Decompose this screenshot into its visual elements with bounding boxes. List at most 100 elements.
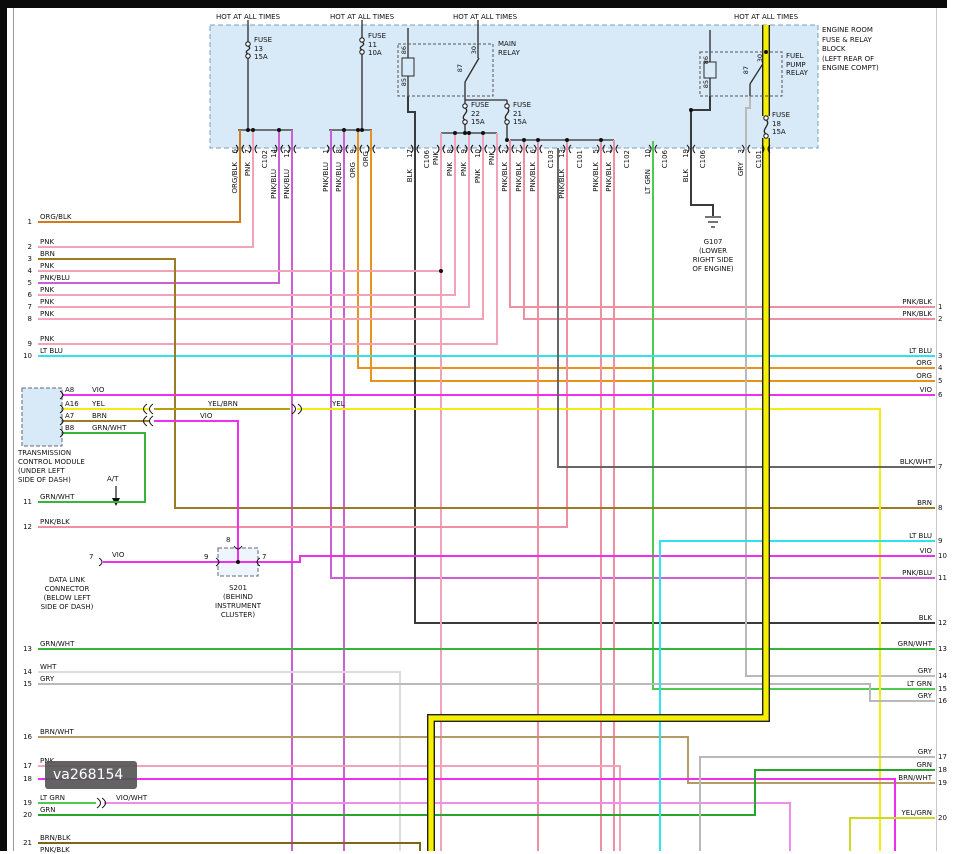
inline-connector-icon [256, 557, 261, 567]
relay-pin: 86 [400, 46, 408, 55]
dlc-pin: 7 [89, 553, 94, 561]
right-row-number: 5 [938, 377, 943, 385]
left-row-number: 6 [27, 291, 32, 299]
wire-pin: 7 [244, 149, 252, 154]
fuse-terminal-icon [504, 103, 510, 109]
tcm-wire-label: YEL [92, 400, 105, 408]
right-row-label: LT BLU [909, 532, 932, 540]
fuse-icon [763, 119, 769, 135]
main-relay-label: MAIN [498, 40, 517, 48]
right-row-label: LT BLU [909, 347, 932, 355]
junction-dot [505, 138, 509, 142]
connector-mark-icon [692, 144, 696, 154]
wire-color-label: LT GRN [644, 169, 652, 194]
connector-mark-icon [654, 144, 658, 154]
connector-mark-icon [615, 144, 619, 154]
g107-caption: (LOWER [698, 247, 728, 255]
s201-pin-right: 7 [262, 553, 267, 561]
wire [407, 96, 935, 624]
wire-color-label: ORG/BLK [231, 162, 239, 194]
wire [38, 130, 241, 223]
wire [297, 408, 881, 851]
connector-mark-icon [562, 144, 566, 154]
wire-color-label: ORG [349, 162, 357, 178]
tcm-caption: SIDE OF DASH) [18, 476, 71, 484]
wire-color-label: PNK/BLK [515, 162, 523, 192]
fuse-label: FUSE [368, 32, 387, 40]
right-row-number: 12 [938, 619, 947, 627]
connector-mark-icon [353, 144, 357, 154]
left-row-number: 1 [27, 218, 32, 226]
left-row-label: PNK [40, 262, 55, 270]
left-row-label: WHT [40, 663, 57, 671]
s201-caption: CLUSTER) [220, 611, 256, 619]
inline-label-yel: YEL [332, 400, 345, 408]
left-row-label: BRN [40, 250, 55, 258]
wire-color-label: PNK/BLU [335, 162, 343, 192]
left-row-number: 4 [27, 267, 32, 275]
connector-mark-icon [248, 144, 252, 154]
fuse-terminal-icon [763, 133, 769, 139]
connector-mark-icon [596, 144, 600, 154]
tcm-pin: B8 [65, 424, 75, 432]
wire [38, 671, 401, 851]
wire-color-label: BLK [682, 169, 690, 183]
fuse-terminal-icon [462, 119, 468, 125]
fuse-label: FUSE [513, 101, 532, 109]
junction-dot [439, 269, 443, 273]
right-row-label: PNK/BLK [902, 310, 932, 318]
fuse-terminal-icon [245, 41, 251, 47]
wire-pin: 9 [349, 149, 357, 154]
fuse-label: 15A [471, 118, 485, 126]
inline-label-vio-wht: VIO/WHT [116, 794, 148, 802]
pin-bracket-icon [59, 416, 64, 426]
junction-dot [246, 128, 250, 132]
hot-label: HOT AT ALL TIMES [733, 13, 799, 21]
connector-mark-icon [741, 144, 745, 154]
connector-label: C103 [547, 150, 555, 169]
wire [38, 683, 935, 702]
right-row-label: VIO [919, 547, 932, 555]
wire-pin: 10 [644, 149, 652, 158]
left-row-number: 8 [27, 315, 32, 323]
wire [523, 140, 935, 320]
block-note-line: (LEFT REAR OF [822, 54, 875, 63]
inline-label-yel-brn: YEL/BRN [208, 400, 238, 408]
relay-pin: 85 [400, 78, 408, 87]
s201-caption: (BEHIND [223, 593, 253, 601]
wire-pin: 7 [515, 149, 523, 154]
right-row-label: BLK/WHT [899, 458, 932, 466]
left-partial-label: PNK/BLK [40, 846, 70, 854]
junction-dot [360, 128, 364, 132]
connector-label: C102 [261, 150, 269, 169]
connector-mark-icon [484, 144, 488, 154]
tcm-wire-label: GRN/WHT [92, 424, 127, 432]
left-row-number: 12 [23, 523, 32, 531]
wire-color-label: BLK [406, 169, 414, 183]
connector-mark-icon [609, 144, 613, 154]
junction-dot [536, 138, 540, 142]
wire-color-label: GRY [737, 162, 745, 177]
connector-mark-icon [235, 144, 239, 154]
wire [849, 817, 935, 851]
left-row-label: BRN/WHT [40, 728, 74, 736]
wire [330, 130, 935, 579]
right-row-number: 9 [938, 537, 943, 545]
junction-dot [764, 50, 768, 54]
relay-pin: 85 [702, 80, 710, 89]
connector-mark-icon [456, 144, 460, 154]
right-row-number: 2 [938, 315, 943, 323]
left-row-label: LT BLU [40, 347, 63, 355]
left-row-label: GRY [40, 675, 55, 683]
fuse-terminal-icon [359, 49, 365, 55]
junction-dot [251, 128, 255, 132]
fuel-pump-relay-label: FUEL [786, 52, 804, 60]
s201-pin-left: 9 [204, 553, 209, 561]
junction-dot [599, 138, 603, 142]
connector-mark-icon [293, 144, 297, 154]
tcm-pin: A8 [65, 386, 75, 394]
relay-coil-icon [703, 61, 717, 79]
connector-mark-icon [359, 144, 363, 154]
wire-color-label: PNK [460, 162, 468, 177]
